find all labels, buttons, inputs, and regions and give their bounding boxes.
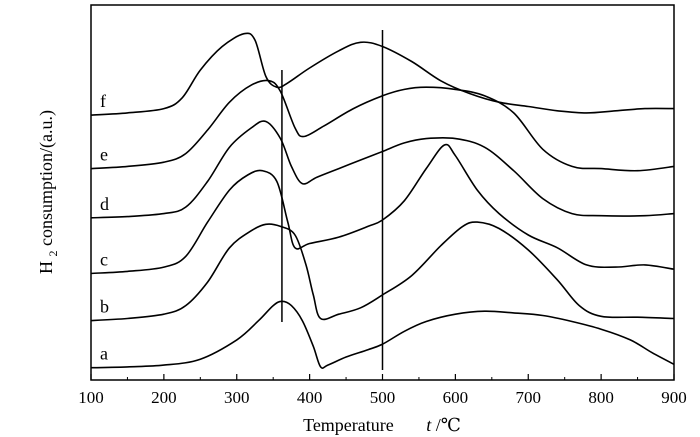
series-layer	[90, 32, 675, 369]
series-label-d: d	[100, 194, 109, 214]
series-line-c	[90, 143, 675, 275]
y-axis-title-main: H	[36, 261, 56, 274]
x-tick-label: 400	[297, 388, 323, 407]
series-label-f: f	[100, 91, 106, 111]
x-axis-title: Temperature t /℃	[303, 415, 461, 435]
x-tick-label: 600	[443, 388, 469, 407]
x-axis-title-text: Temperature	[303, 415, 394, 435]
y-axis-title: H 2 consumption/(a.u.)	[36, 110, 61, 274]
series-line-e	[90, 79, 675, 172]
y-axis-title-subscript: 2	[46, 250, 60, 256]
x-tick-label: 700	[516, 388, 542, 407]
x-axis-variable: t	[426, 415, 432, 435]
x-tick-label: 200	[151, 388, 177, 407]
x-tick-label: 500	[370, 388, 396, 407]
x-tick-label: 800	[588, 388, 614, 407]
series-label-e: e	[100, 145, 108, 165]
x-tick-label: 300	[224, 388, 250, 407]
x-tick-label: 900	[661, 388, 687, 407]
series-line-a	[90, 300, 675, 369]
series-label-c: c	[100, 250, 108, 270]
series-line-b	[90, 221, 675, 322]
series-label-a: a	[100, 344, 108, 364]
x-axis-ticks: 100 200 300 400 500 600 700 800 900	[78, 374, 687, 407]
series-line-d	[90, 120, 675, 219]
series-label-b: b	[100, 297, 109, 317]
series-labels: a b c d e f	[100, 91, 109, 364]
reference-lines	[281, 30, 384, 370]
y-axis-title-rest: consumption/(a.u.)	[36, 110, 57, 246]
x-tick-label: 100	[78, 388, 104, 407]
series-line-f	[90, 32, 675, 116]
x-axis-unit: /℃	[436, 415, 461, 435]
